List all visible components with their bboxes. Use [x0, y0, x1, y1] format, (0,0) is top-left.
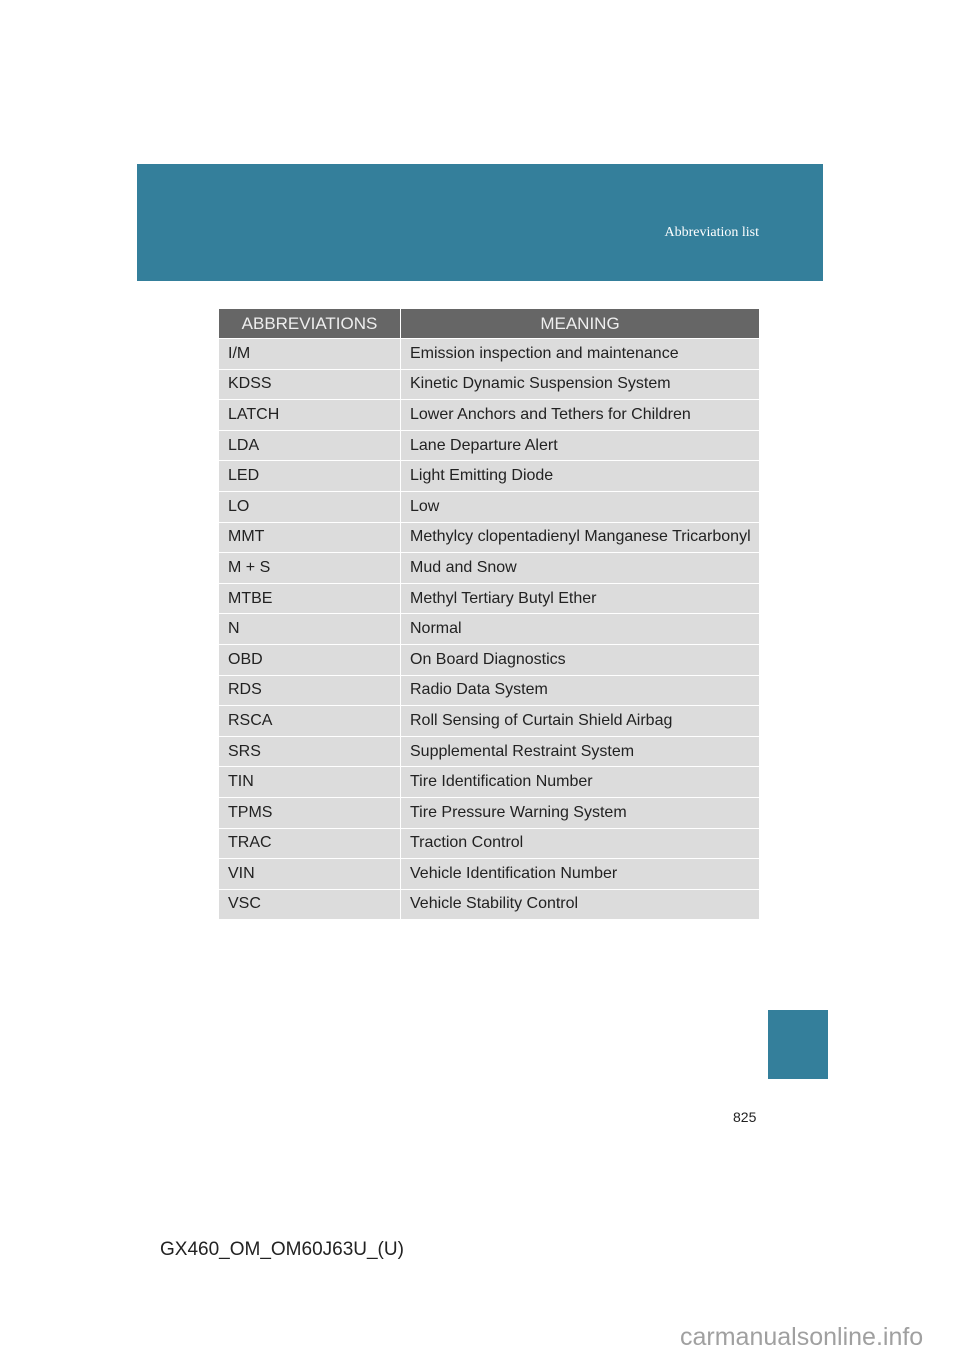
table-row: N Normal	[219, 613, 759, 645]
meaning-cell: Mud and Snow	[400, 552, 759, 584]
abbreviation-table: ABBREVIATIONS MEANING I/M Emission inspec…	[219, 309, 759, 920]
abbreviation-cell: OBD	[219, 643, 401, 676]
abbreviation-cell: LDA	[219, 429, 401, 461]
meaning-cell: Lower Anchors and Tethers for Children	[400, 399, 759, 431]
page-number: 825	[733, 1109, 757, 1125]
abbreviation-cell: LO	[219, 490, 401, 523]
column-header-abbreviations: ABBREVIATIONS	[219, 309, 401, 339]
abbreviation-cell: VSC	[219, 888, 401, 920]
meaning-cell: Methylcy clopentadienyl Manganese Tricar…	[400, 521, 759, 553]
table-row: TIN Tire Identification Number	[219, 766, 759, 798]
abbreviation-cell: SRS	[219, 735, 401, 767]
abbreviation-cell: MTBE	[219, 582, 401, 614]
table-row: MMT Methylcy clopentadienyl Manganese Tri…	[219, 521, 759, 553]
meaning-cell: Tire Pressure Warning System	[400, 796, 759, 828]
meaning-cell: Radio Data System	[400, 674, 759, 706]
section-banner: Abbreviation list	[137, 164, 823, 281]
meaning-cell: Low	[400, 490, 759, 523]
document-code: GX460_OM_OM60J63U_(U)	[160, 1239, 404, 1260]
abbreviation-cell: TIN	[219, 766, 401, 798]
abbreviation-cell: I/M	[219, 338, 401, 370]
meaning-cell: Kinetic Dynamic Suspension System	[400, 368, 759, 400]
table-row: I/M Emission inspection and maintenance	[219, 338, 759, 370]
meaning-cell: Lane Departure Alert	[400, 429, 759, 461]
table-row: SRS Supplemental Restraint System	[219, 735, 759, 767]
table-row: VIN Vehicle Identification Number	[219, 858, 759, 890]
table-row: LED Light Emitting Diode	[219, 460, 759, 492]
meaning-cell: Traction Control	[400, 827, 759, 859]
meaning-cell: Supplemental Restraint System	[400, 735, 759, 767]
abbreviation-cell: LED	[219, 460, 401, 492]
table-row: M + S Mud and Snow	[219, 552, 759, 584]
table-row: MTBE Methyl Tertiary Butyl Ether	[219, 582, 759, 614]
table-row: KDSS Kinetic Dynamic Suspension System	[219, 368, 759, 400]
table-row: RSCA Roll Sensing of Curtain Shield Airba…	[219, 705, 759, 737]
abbreviation-cell: TRAC	[219, 827, 401, 859]
table-row: LDA Lane Departure Alert	[219, 429, 759, 461]
meaning-cell: Light Emitting Diode	[400, 460, 759, 492]
abbreviation-cell: MMT	[219, 521, 401, 553]
table-row: LATCH Lower Anchors and Tethers for Child…	[219, 399, 759, 431]
abbreviation-cell: M + S	[219, 552, 401, 584]
meaning-cell: Roll Sensing of Curtain Shield Airbag	[400, 705, 759, 737]
table-row: LO Low	[219, 490, 759, 523]
meaning-cell: On Board Diagnostics	[400, 643, 759, 676]
meaning-cell: Normal	[400, 613, 759, 645]
meaning-cell: Methyl Tertiary Butyl Ether	[400, 582, 759, 614]
abbreviation-cell: RDS	[219, 674, 401, 706]
chapter-tab	[768, 1010, 828, 1079]
meaning-cell: Vehicle Identification Number	[400, 858, 759, 890]
section-title: Abbreviation list	[664, 225, 760, 240]
table-row: OBD On Board Diagnostics	[219, 643, 759, 676]
abbreviation-cell: TPMS	[219, 796, 401, 828]
table-row: VSC Vehicle Stability Control	[219, 888, 759, 920]
abbreviation-cell: N	[219, 613, 401, 645]
abbreviation-cell: LATCH	[219, 399, 401, 431]
abbreviation-cell: VIN	[219, 858, 401, 890]
meaning-cell: Emission inspection and maintenance	[400, 338, 759, 370]
abbreviation-cell: RSCA	[219, 705, 401, 737]
table-row: TPMS Tire Pressure Warning System	[219, 796, 759, 828]
meaning-cell: Vehicle Stability Control	[400, 888, 759, 920]
column-header-meaning: MEANING	[400, 309, 759, 339]
meaning-cell: Tire Identification Number	[400, 766, 759, 798]
table-row: RDS Radio Data System	[219, 674, 759, 706]
watermark: carmanualsonline.info	[680, 1323, 924, 1351]
table-row: TRAC Traction Control	[219, 827, 759, 859]
abbreviation-cell: KDSS	[219, 368, 401, 400]
